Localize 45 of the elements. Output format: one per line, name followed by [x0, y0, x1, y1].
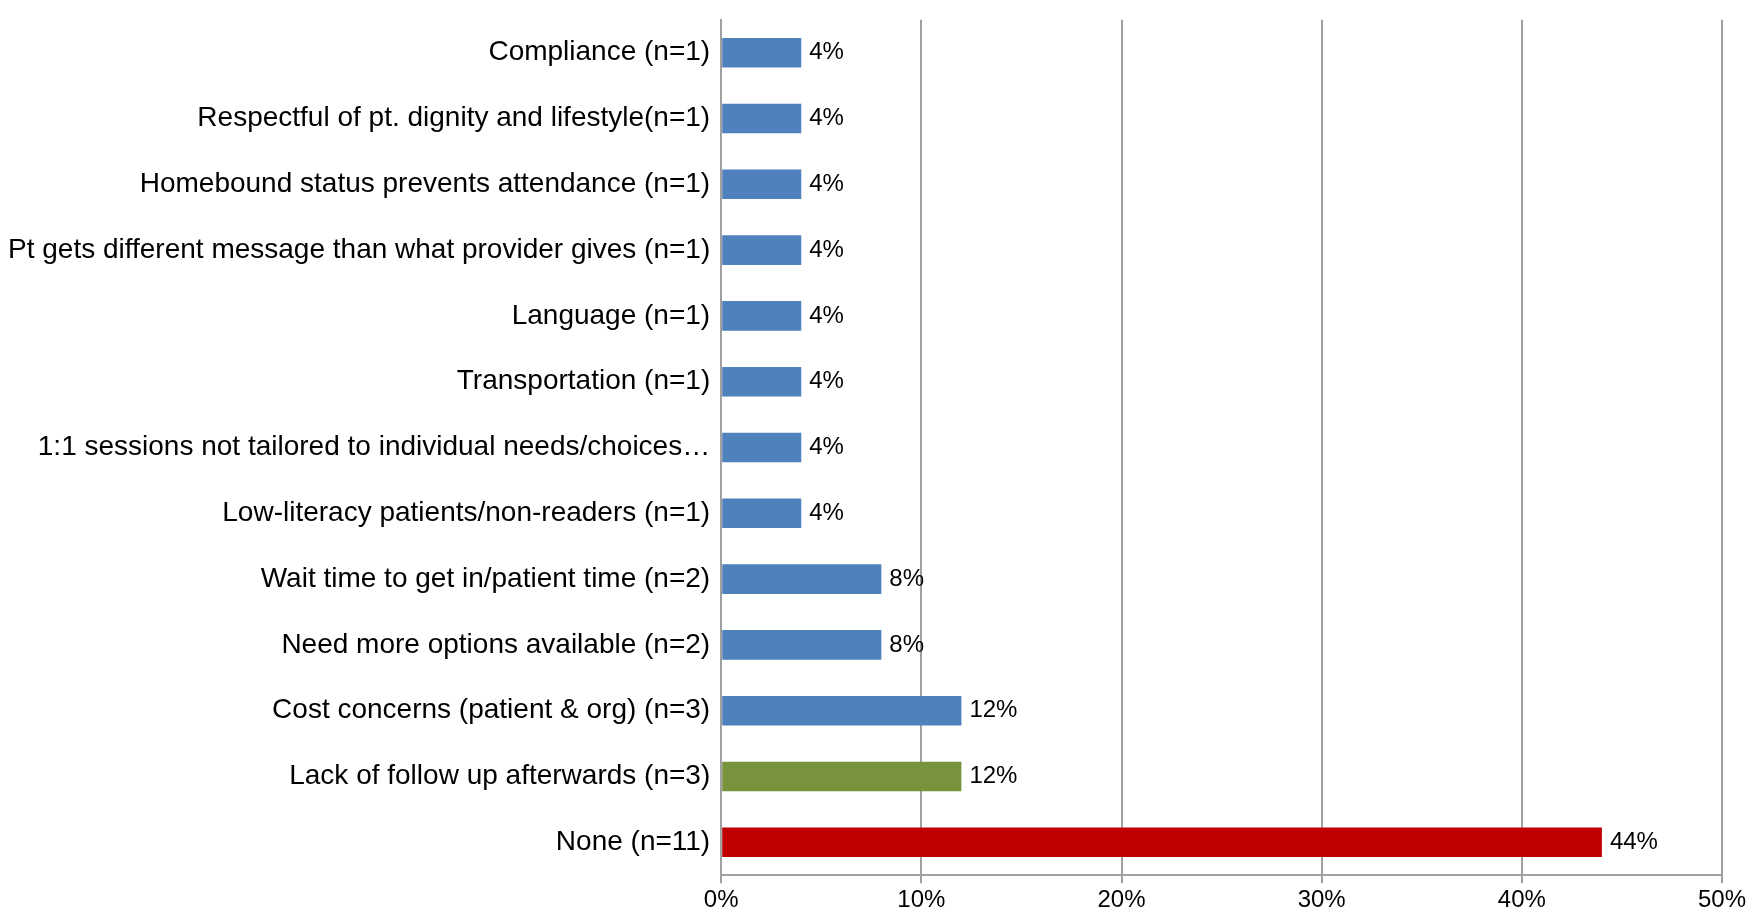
data-label: 4%	[809, 234, 844, 262]
data-label: 12%	[969, 695, 1018, 723]
x-tick-label: 50%	[1697, 885, 1747, 913]
bar	[722, 564, 882, 594]
y-tick-label: Low-literacy patients/non-readers (n=1)	[222, 496, 711, 528]
data-label: 4%	[809, 103, 844, 131]
data-label: 8%	[889, 629, 925, 657]
data-label: 4%	[809, 37, 844, 65]
x-tick-label: 0%	[703, 885, 739, 913]
data-label: 44%	[1609, 826, 1658, 854]
y-tick-label: Compliance (n=1)	[488, 35, 711, 67]
x-tick-label: 30%	[1297, 885, 1346, 913]
bar	[722, 37, 802, 68]
data-label: 8%	[889, 563, 925, 591]
data-label: 4%	[809, 497, 844, 525]
y-tick-label: Transportation (n=1)	[456, 364, 711, 396]
y-tick-label: Wait time to get in/patient time (n=2)	[260, 561, 711, 593]
bar	[722, 498, 802, 529]
y-tick-label: Homebound status prevents attendance (n=1)	[139, 167, 711, 199]
y-tick-label: Language (n=1)	[511, 298, 711, 330]
bar	[722, 827, 1602, 858]
bar	[722, 301, 802, 331]
bar	[722, 169, 802, 200]
y-tick-label: Need more options available (n=2)	[281, 627, 711, 659]
y-tick-label: Pt gets different message than what provider gives (n=1)	[8, 232, 711, 264]
x-tick-label: 20%	[1097, 885, 1146, 913]
bar	[722, 630, 882, 660]
data-label: 4%	[809, 168, 844, 196]
bar	[722, 103, 802, 134]
y-tick-label: None (n=11)	[555, 825, 711, 857]
data-label: 12%	[969, 761, 1018, 789]
y-tick-label: 1:1 sessions not tailored to individual needs/choices…	[37, 430, 711, 462]
bar	[722, 366, 802, 397]
y-tick-label: Respectful of pt. dignity and lifestyle(n=1)	[197, 101, 711, 133]
data-label: 4%	[809, 432, 844, 460]
data-label: 4%	[809, 300, 844, 328]
bar	[722, 695, 962, 726]
y-tick-label: Lack of follow up afterwards (n=3)	[289, 759, 711, 791]
bar	[722, 235, 802, 265]
x-tick-label: 40%	[1497, 885, 1546, 913]
y-tick-label: Cost concerns (patient & org) (n=3)	[272, 693, 711, 725]
bar	[722, 432, 802, 463]
data-label: 4%	[809, 366, 844, 394]
x-tick-label: 10%	[897, 885, 946, 913]
bar	[722, 761, 962, 792]
